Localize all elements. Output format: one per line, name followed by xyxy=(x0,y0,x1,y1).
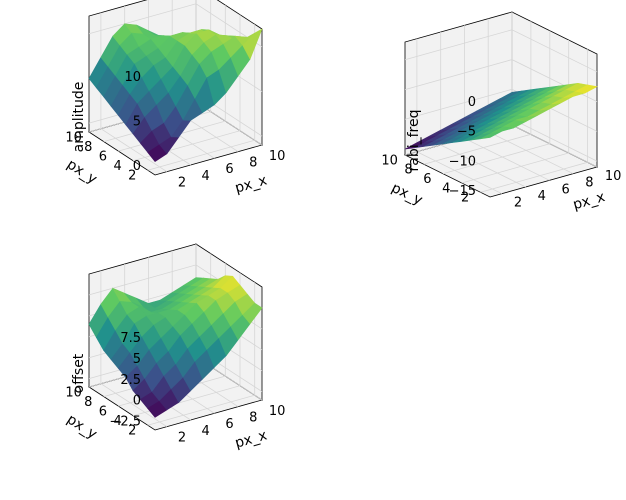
x-tick-label: 4 xyxy=(202,424,210,439)
x-tick-label: 10 xyxy=(269,149,286,164)
z-tick-label: 0 xyxy=(133,159,141,174)
x-tick-label: 2 xyxy=(178,176,186,191)
z-tick-label: 5 xyxy=(133,115,141,130)
y-tick-label: 6 xyxy=(99,404,107,419)
z-tick-label: 2.5 xyxy=(120,373,141,388)
surface-patch xyxy=(242,28,263,60)
y-tick-label: 8 xyxy=(84,395,92,410)
z-tick-label: −2.5 xyxy=(109,415,141,430)
z-tick-label: 0 xyxy=(468,95,476,110)
x-tick-label: 8 xyxy=(585,176,593,191)
y-grid-line xyxy=(442,30,551,175)
y-tick-label: 6 xyxy=(99,149,107,164)
y-tick-label: 10 xyxy=(65,130,82,145)
surface-patch xyxy=(242,302,263,325)
z-tick-label: 10 xyxy=(124,70,141,85)
x-axis-title: px_x xyxy=(571,189,607,213)
z-tick-label: −15 xyxy=(449,184,476,199)
y-axis-title: px_y xyxy=(64,411,100,442)
y-tick-label: 4 xyxy=(442,181,450,196)
z-tick-label: −10 xyxy=(449,154,476,169)
y-axis-title: px_y xyxy=(389,180,425,209)
x-tick-label: 6 xyxy=(225,417,233,432)
x-tick-label: 10 xyxy=(605,169,622,184)
z-tick-label: −5 xyxy=(457,125,476,140)
surface-patch xyxy=(574,84,598,94)
z-grid-line xyxy=(404,29,598,73)
x-tick-label: 2 xyxy=(514,196,522,211)
x-tick-label: 4 xyxy=(538,189,546,204)
x-tick-label: 2 xyxy=(178,431,186,446)
y-axis-title: px_y xyxy=(64,156,100,187)
z-tick-label: 5 xyxy=(133,352,141,367)
x-axis-title: px_x xyxy=(233,427,269,451)
x-tick-label: 8 xyxy=(249,411,257,426)
x-tick-label: 6 xyxy=(225,162,233,177)
z-axis-title: offset xyxy=(71,353,87,393)
y-tick-label: 8 xyxy=(84,140,92,155)
y-tick-label: 2 xyxy=(128,424,136,439)
y-tick-label: 2 xyxy=(461,191,469,206)
x-axis-title: px_x xyxy=(233,172,269,196)
y-tick-label: 2 xyxy=(128,169,136,184)
x-tick-label: 8 xyxy=(249,156,257,171)
y-grid-line xyxy=(147,282,256,426)
z-axis-title: rabi_freq xyxy=(406,110,422,172)
x-tick-label: 4 xyxy=(202,169,210,184)
y-tick-label: 6 xyxy=(423,172,431,187)
y-grid-line xyxy=(147,24,256,171)
y-tick-label: 8 xyxy=(404,163,412,178)
y-tick-label: 10 xyxy=(381,153,398,168)
z-axis-title: amplitude xyxy=(71,82,87,153)
y-tick-label: 10 xyxy=(65,385,82,400)
y-grid-line xyxy=(461,40,570,184)
x-tick-label: 10 xyxy=(269,404,286,419)
y-tick-label: 4 xyxy=(113,159,121,174)
z-grid-line xyxy=(404,88,598,132)
y-grid-line xyxy=(423,21,532,165)
z-tick-label: 0 xyxy=(133,394,141,409)
z-tick-label: 7.5 xyxy=(120,331,141,346)
y-tick-label: 4 xyxy=(113,414,121,429)
x-tick-label: 6 xyxy=(561,182,569,197)
